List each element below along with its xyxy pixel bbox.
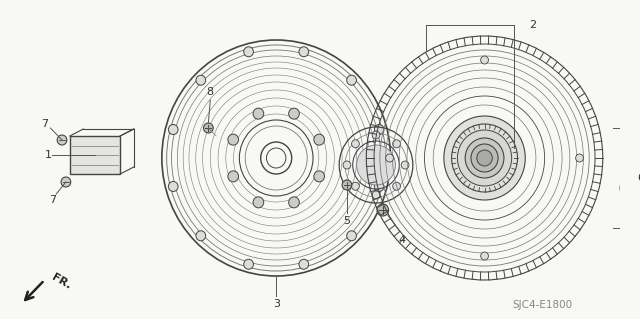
Circle shape [351, 140, 359, 148]
Circle shape [372, 131, 380, 139]
Circle shape [57, 135, 67, 145]
Circle shape [374, 124, 384, 135]
Text: 8: 8 [207, 87, 214, 97]
Text: FR.: FR. [51, 272, 73, 292]
Circle shape [289, 197, 300, 208]
Circle shape [444, 116, 525, 200]
Text: 2: 2 [529, 20, 536, 30]
Circle shape [168, 182, 178, 191]
Text: 7: 7 [49, 195, 56, 205]
Circle shape [253, 108, 264, 119]
Circle shape [244, 259, 253, 269]
Circle shape [351, 182, 359, 190]
Circle shape [377, 204, 388, 216]
Circle shape [481, 252, 488, 260]
Text: 4: 4 [399, 235, 406, 245]
Circle shape [342, 180, 352, 190]
Circle shape [228, 134, 239, 145]
Circle shape [393, 140, 401, 148]
Text: 6: 6 [637, 173, 640, 183]
Circle shape [168, 124, 178, 135]
Circle shape [314, 171, 324, 182]
Circle shape [386, 154, 394, 162]
Circle shape [228, 171, 239, 182]
Text: 5: 5 [344, 216, 351, 226]
Text: 3: 3 [273, 299, 280, 309]
Circle shape [343, 161, 351, 169]
Circle shape [253, 197, 264, 208]
Circle shape [477, 150, 492, 166]
Circle shape [299, 259, 308, 269]
Circle shape [575, 154, 584, 162]
Circle shape [347, 75, 356, 85]
Circle shape [374, 182, 384, 191]
Text: 1: 1 [45, 150, 52, 160]
Circle shape [458, 130, 512, 186]
Circle shape [372, 191, 380, 199]
Circle shape [289, 108, 300, 119]
FancyBboxPatch shape [70, 136, 120, 174]
Circle shape [196, 231, 205, 241]
Circle shape [196, 75, 205, 85]
Circle shape [314, 134, 324, 145]
Circle shape [204, 123, 213, 133]
Text: SJC4-E1800: SJC4-E1800 [513, 300, 573, 310]
Circle shape [299, 47, 308, 57]
Circle shape [481, 56, 488, 64]
Circle shape [393, 182, 401, 190]
Circle shape [244, 47, 253, 57]
Circle shape [356, 145, 396, 185]
Circle shape [347, 231, 356, 241]
Text: 7: 7 [41, 119, 48, 129]
Circle shape [471, 144, 498, 172]
Circle shape [465, 138, 504, 178]
Circle shape [61, 177, 71, 187]
Circle shape [401, 161, 409, 169]
